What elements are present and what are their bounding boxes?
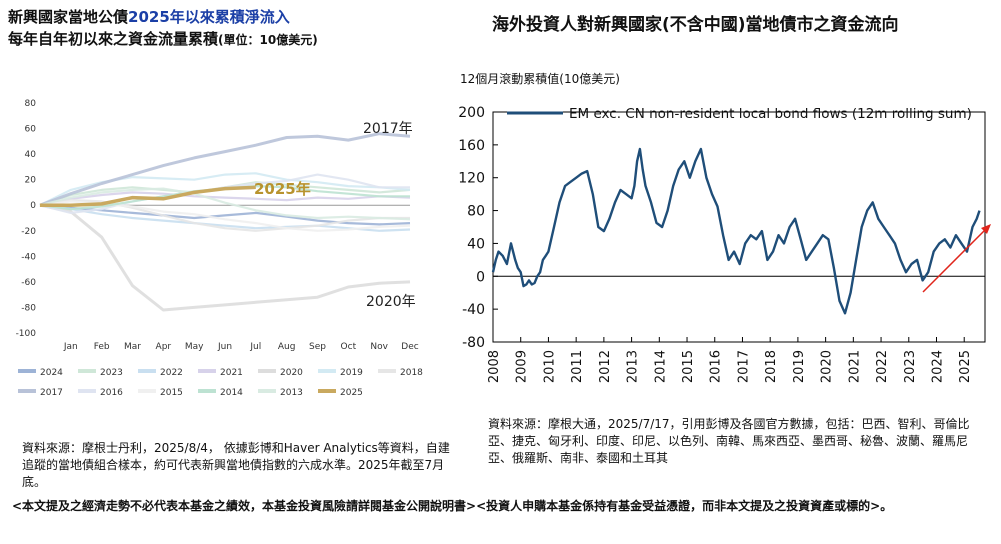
- left-xtick-label: Jun: [217, 342, 232, 352]
- right-xtick-label: 2013: [626, 350, 641, 383]
- right-xtick-label: 2020: [820, 350, 835, 383]
- right-xtick-label: 2009: [515, 350, 530, 383]
- left-xtick-label: Nov: [370, 342, 388, 352]
- left-legend-label-2019: 2019: [340, 368, 363, 378]
- left-xtick-label: Dec: [401, 342, 418, 352]
- right-ytick-label: 160: [458, 138, 485, 154]
- left-xtick-label: Feb: [94, 342, 110, 352]
- left-ytick-label: 60: [25, 125, 37, 135]
- left-series-line-2017: [39, 132, 411, 207]
- left-chart-title: 新興國家當地公債2025年以來累積淨流入 每年自年初以來之資金流量累積(單位：1…: [8, 6, 318, 51]
- left-series-line-2021: [39, 191, 411, 207]
- left-xtick-label: Apr: [156, 342, 172, 352]
- right-xtick-label: 2014: [653, 350, 668, 383]
- left-annotation-2017: 2017年: [363, 121, 413, 137]
- right-xtick-label: 2022: [875, 350, 890, 383]
- right-xtick-label: 2018: [764, 350, 779, 383]
- left-xtick-label: Jul: [249, 342, 261, 352]
- right-ytick-label: -40: [462, 302, 485, 318]
- right-series-line: [491, 147, 981, 315]
- left-annotation-2020: 2020年: [366, 294, 416, 310]
- left-xtick-label: Jan: [63, 342, 78, 352]
- right-ytick-label: 0: [476, 269, 485, 285]
- left-annotation-2025: 2025年: [254, 180, 311, 198]
- left-legend-label-2021: 2021: [220, 368, 243, 378]
- right-xtick-label: 2010: [542, 350, 557, 383]
- left-xtick-label: Mar: [124, 342, 141, 352]
- right-chart-ylabel: 12個月滾動累積值(10億美元): [460, 72, 620, 86]
- right-xtick-label: 2023: [903, 350, 918, 383]
- left-title-main: 每年自年初以來之資金流量累積: [8, 30, 219, 48]
- right-xtick-label: 2016: [709, 350, 724, 383]
- left-legend-label-2013: 2013: [280, 388, 303, 398]
- left-series-line-2020: [39, 203, 411, 312]
- left-legend-label-2014: 2014: [220, 388, 243, 398]
- right-xtick-label: 2011: [570, 350, 585, 383]
- left-xtick-label: Oct: [341, 342, 357, 352]
- right-ytick-label: 200: [458, 105, 485, 121]
- left-series-line-2022: [39, 204, 411, 232]
- left-title-prefix: 新興國家當地公債: [8, 8, 129, 26]
- left-source-note: 資料來源：摩根士丹利，2025/8/4， 依據彭博和Haver Analytic…: [22, 441, 450, 489]
- right-xtick-label: 2015: [681, 350, 696, 383]
- left-ytick-label: 40: [25, 150, 37, 160]
- left-series-line-2024: [39, 204, 411, 226]
- left-chart: 80 60 40 20 0 -20 -40 -60 -80 -100 Jan Feb Mar Apr May…: [16, 99, 424, 398]
- left-title-line2: 每年自年初以來之資金流量累積(單位：10億美元): [8, 28, 318, 51]
- right-xtick-label: 2012: [598, 350, 613, 383]
- right-xtick-label: 2017: [736, 350, 751, 383]
- left-title-line1: 新興國家當地公債2025年以來累積淨流入: [8, 6, 318, 28]
- right-trend-arrowhead: [981, 224, 991, 234]
- left-ytick-label: -40: [21, 252, 36, 262]
- right-trend-arrow-line: [922, 226, 989, 293]
- right-ytick-label: 80: [467, 204, 485, 220]
- right-chart-title: 海外投資人對新興國家(不含中國)當地債市之資金流向: [492, 15, 899, 35]
- left-title-highlight: 2025年以來累積淨流入: [128, 8, 290, 26]
- right-ytick-label: 40: [467, 236, 485, 252]
- left-legend-label-2017: 2017: [40, 388, 63, 398]
- left-xtick-label: Aug: [278, 342, 296, 352]
- right-plot-frame: [492, 111, 986, 343]
- left-ytick-label: 80: [25, 99, 37, 109]
- left-ytick-label: -100: [16, 329, 37, 339]
- left-legend-label-2020: 2020: [280, 368, 303, 378]
- right-xtick-label: 2021: [847, 350, 862, 383]
- disclaimer: <本文提及之經濟走勢不必代表本基金之績效，本基金投資風險請詳閱基金公開說明書><…: [12, 499, 893, 513]
- left-xtick-label: Sep: [309, 342, 326, 352]
- left-ytick-label: -60: [21, 278, 36, 288]
- right-xtick-label: 2008: [487, 350, 502, 383]
- left-series-line-2013: [39, 187, 411, 221]
- left-legend-label-2016: 2016: [100, 388, 123, 398]
- left-legend-label-2015: 2015: [160, 388, 183, 398]
- left-title-unit: (單位：10億美元): [218, 33, 318, 47]
- right-xtick-label: 2019: [792, 350, 807, 383]
- left-legend-label-2018: 2018: [400, 368, 423, 378]
- right-legend-label: EM exc. CN non-resident local bond flows…: [569, 106, 972, 122]
- left-xtick-label: May: [185, 342, 204, 352]
- right-source-note: 資料來源：摩根大通，2025/7/17，引用彭博及各國官方數據，包括：巴西、智利…: [488, 417, 970, 465]
- right-ytick-label: 120: [458, 171, 485, 187]
- left-series-line-2018: [39, 198, 410, 232]
- left-ytick-label: 0: [30, 201, 36, 211]
- left-ytick-label: 20: [25, 176, 37, 186]
- left-legend-label-2022: 2022: [160, 368, 183, 378]
- left-ytick-label: -80: [21, 303, 36, 313]
- left-legend-label-2025: 2025: [340, 388, 363, 398]
- right-xtick-label: 2025: [958, 350, 973, 383]
- left-series-line-2025: [40, 185, 256, 207]
- left-ytick-label: -20: [21, 227, 36, 237]
- left-legend-label-2024: 2024: [40, 368, 63, 378]
- left-legend-label-2023: 2023: [100, 368, 123, 378]
- left-chart-panel: 80 60 40 20 0 -20 -40 -60 -80 -100 Jan Feb Mar Apr May…: [10, 93, 430, 423]
- right-ytick-label: -80: [462, 335, 485, 351]
- right-xtick-label: 2024: [930, 350, 945, 383]
